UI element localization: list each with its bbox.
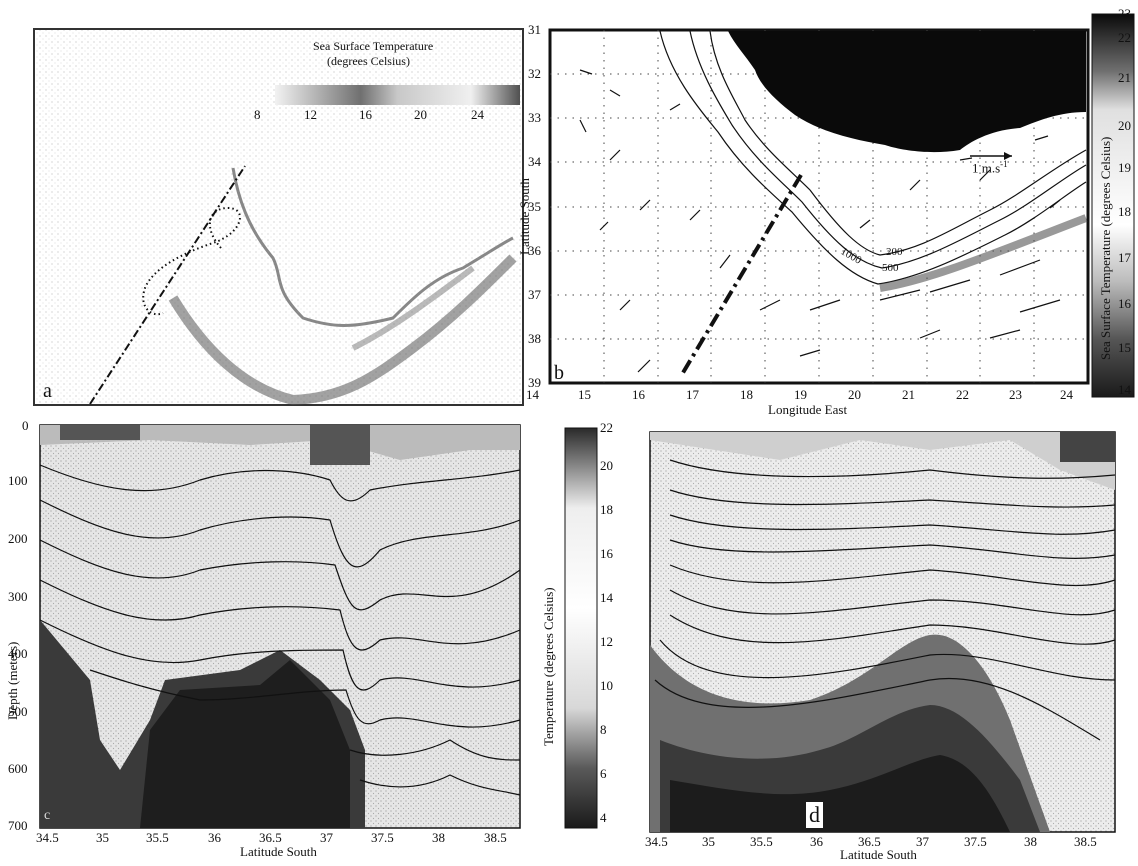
- panel-b-ytick: 32: [528, 66, 541, 82]
- panel-d: 34.5 35 35.5 36 36.5 37 37.5 38 38.5 Lat…: [630, 420, 1138, 861]
- panel-c-cbar-tick: 20: [600, 458, 613, 474]
- panel-c-cbar-tick: 6: [600, 766, 607, 782]
- panel-b-cbar-tick: 16: [1118, 296, 1131, 312]
- panel-c-colorbar: [565, 428, 597, 828]
- panel-c-xtick: 38: [432, 830, 445, 846]
- panel-c-ytick: 300: [8, 589, 28, 605]
- panel-b: 14 15 16 17 18 19 20 21 22 23 24 Longitu…: [520, 0, 1138, 421]
- panel-b-cbar-tick: 14: [1118, 382, 1131, 398]
- panel-c-cbar-tick: 14: [600, 590, 613, 606]
- panel-b-xtick: 21: [902, 387, 915, 403]
- panel-b-cbar-tick: 20: [1118, 118, 1131, 134]
- panel-c-cbar-tick: 12: [600, 634, 613, 650]
- panel-a-letter: a: [43, 380, 52, 403]
- panel-d-xtick: 38.5: [1074, 834, 1097, 850]
- panel-b-xtick: 22: [956, 387, 969, 403]
- panel-c-xtick: 35.5: [146, 830, 169, 846]
- panel-c-cbar-tick: 18: [600, 502, 613, 518]
- panel-b-xtick: 19: [794, 387, 807, 403]
- panel-a-cbar-tick: 20: [414, 107, 427, 123]
- panel-b-ylabel: Latitude South: [517, 178, 533, 255]
- panel-b-cbar-label: Sea Surface Temperature (degrees Celsius…: [1098, 137, 1114, 360]
- panel-c-xtick: 37: [320, 830, 333, 846]
- warm-patch: [60, 425, 140, 440]
- scale-arrow-label: 1 m.s-1: [972, 159, 1008, 176]
- panel-b-ytick: 39: [528, 375, 541, 391]
- warm-patch-d: [1060, 432, 1115, 462]
- warm-core: [310, 425, 370, 465]
- panel-d-letter: d: [806, 802, 823, 828]
- panel-c-letter: c: [44, 808, 50, 824]
- panel-a-cbar-tick: 12: [304, 107, 317, 123]
- panel-b-xtick: 18: [740, 387, 753, 403]
- panel-b-cbar-tick: 18: [1118, 204, 1131, 220]
- panel-c-ytick: 200: [8, 531, 28, 547]
- panel-b-ytick: 31: [528, 22, 541, 38]
- panel-b-cbar-tick: 22: [1118, 30, 1131, 46]
- panel-b-xtick: 24: [1060, 387, 1073, 403]
- isobath-label: 200: [886, 246, 903, 258]
- panel-a-colorbar: [275, 85, 520, 105]
- panel-c-section: [0, 420, 620, 861]
- panel-c-cbar-tick: 16: [600, 546, 613, 562]
- panel-b-xtick: 20: [848, 387, 861, 403]
- panel-d-xtick: 35.5: [750, 834, 773, 850]
- panel-b-ytick: 38: [528, 331, 541, 347]
- panel-b-xtick: 17: [686, 387, 699, 403]
- panel-b-xtick: 15: [578, 387, 591, 403]
- panel-a-cbar-tick: 16: [359, 107, 372, 123]
- panel-c-ytick: 700: [8, 818, 28, 834]
- panel-d-xtick: 38: [1024, 834, 1037, 850]
- panel-c-xtick: 34.5: [36, 830, 59, 846]
- panel-a-cbar-tick: 24: [471, 107, 484, 123]
- panel-d-xtick: 36: [810, 834, 823, 850]
- panel-b-xlabel: Longitude East: [768, 402, 847, 418]
- panel-b-xtick: 16: [632, 387, 645, 403]
- panel-c-cbar-tick: 4: [600, 810, 607, 826]
- panel-a-cbar-tick: 8: [254, 107, 261, 123]
- panel-b-ytick: 37: [528, 287, 541, 303]
- panel-b-ytick: 33: [528, 110, 541, 126]
- panel-c-cbar-tick: 10: [600, 678, 613, 694]
- panel-a: Sea Surface Temperature (degrees Celsius…: [33, 28, 524, 406]
- panel-b-map: [520, 0, 1138, 421]
- panel-d-xtick: 37: [916, 834, 929, 850]
- panel-c-ytick: 100: [8, 473, 28, 489]
- panel-c-ytick: 0: [22, 418, 29, 434]
- panel-d-xtick: 37.5: [964, 834, 987, 850]
- panel-c-cbar-tick: 8: [600, 722, 607, 738]
- panel-c-ytick: 600: [8, 761, 28, 777]
- panel-c-ylabel: Depth (meters): [5, 642, 21, 720]
- panel-b-xtick: 23: [1009, 387, 1022, 403]
- panel-a-colorbar-title-1: Sea Surface Temperature: [313, 39, 433, 54]
- panel-a-colorbar-title-2: (degrees Celsius): [327, 54, 410, 69]
- panel-c: 0 100 200 300 400 500 600 700 Depth (met…: [0, 420, 620, 861]
- panel-c-xtick: 35: [96, 830, 109, 846]
- panel-d-section: [630, 420, 1138, 861]
- panel-b-cbar-tick: 17: [1118, 250, 1131, 266]
- panel-b-cbar-tick: 23: [1118, 6, 1131, 22]
- panel-b-ytick: 34: [528, 154, 541, 170]
- panel-d-xtick: 34.5: [645, 834, 668, 850]
- panel-a-map: [33, 28, 524, 406]
- panel-c-xtick: 37.5: [371, 830, 394, 846]
- panel-c-xtick: 38.5: [484, 830, 507, 846]
- panel-d-xtick: 35: [702, 834, 715, 850]
- panel-b-letter: b: [554, 362, 564, 385]
- isobath-label: 500: [882, 262, 899, 274]
- panel-c-cbar-label: Temperature (degrees Celsius): [541, 587, 557, 746]
- panel-b-cbar-tick: 19: [1118, 160, 1131, 176]
- panel-c-cbar-tick: 22: [600, 420, 613, 436]
- panel-b-cbar-tick: 21: [1118, 70, 1131, 86]
- panel-c-xlabel: Latitude South: [240, 844, 317, 860]
- panel-c-xtick: 36: [208, 830, 221, 846]
- panel-b-cbar-tick: 15: [1118, 340, 1131, 356]
